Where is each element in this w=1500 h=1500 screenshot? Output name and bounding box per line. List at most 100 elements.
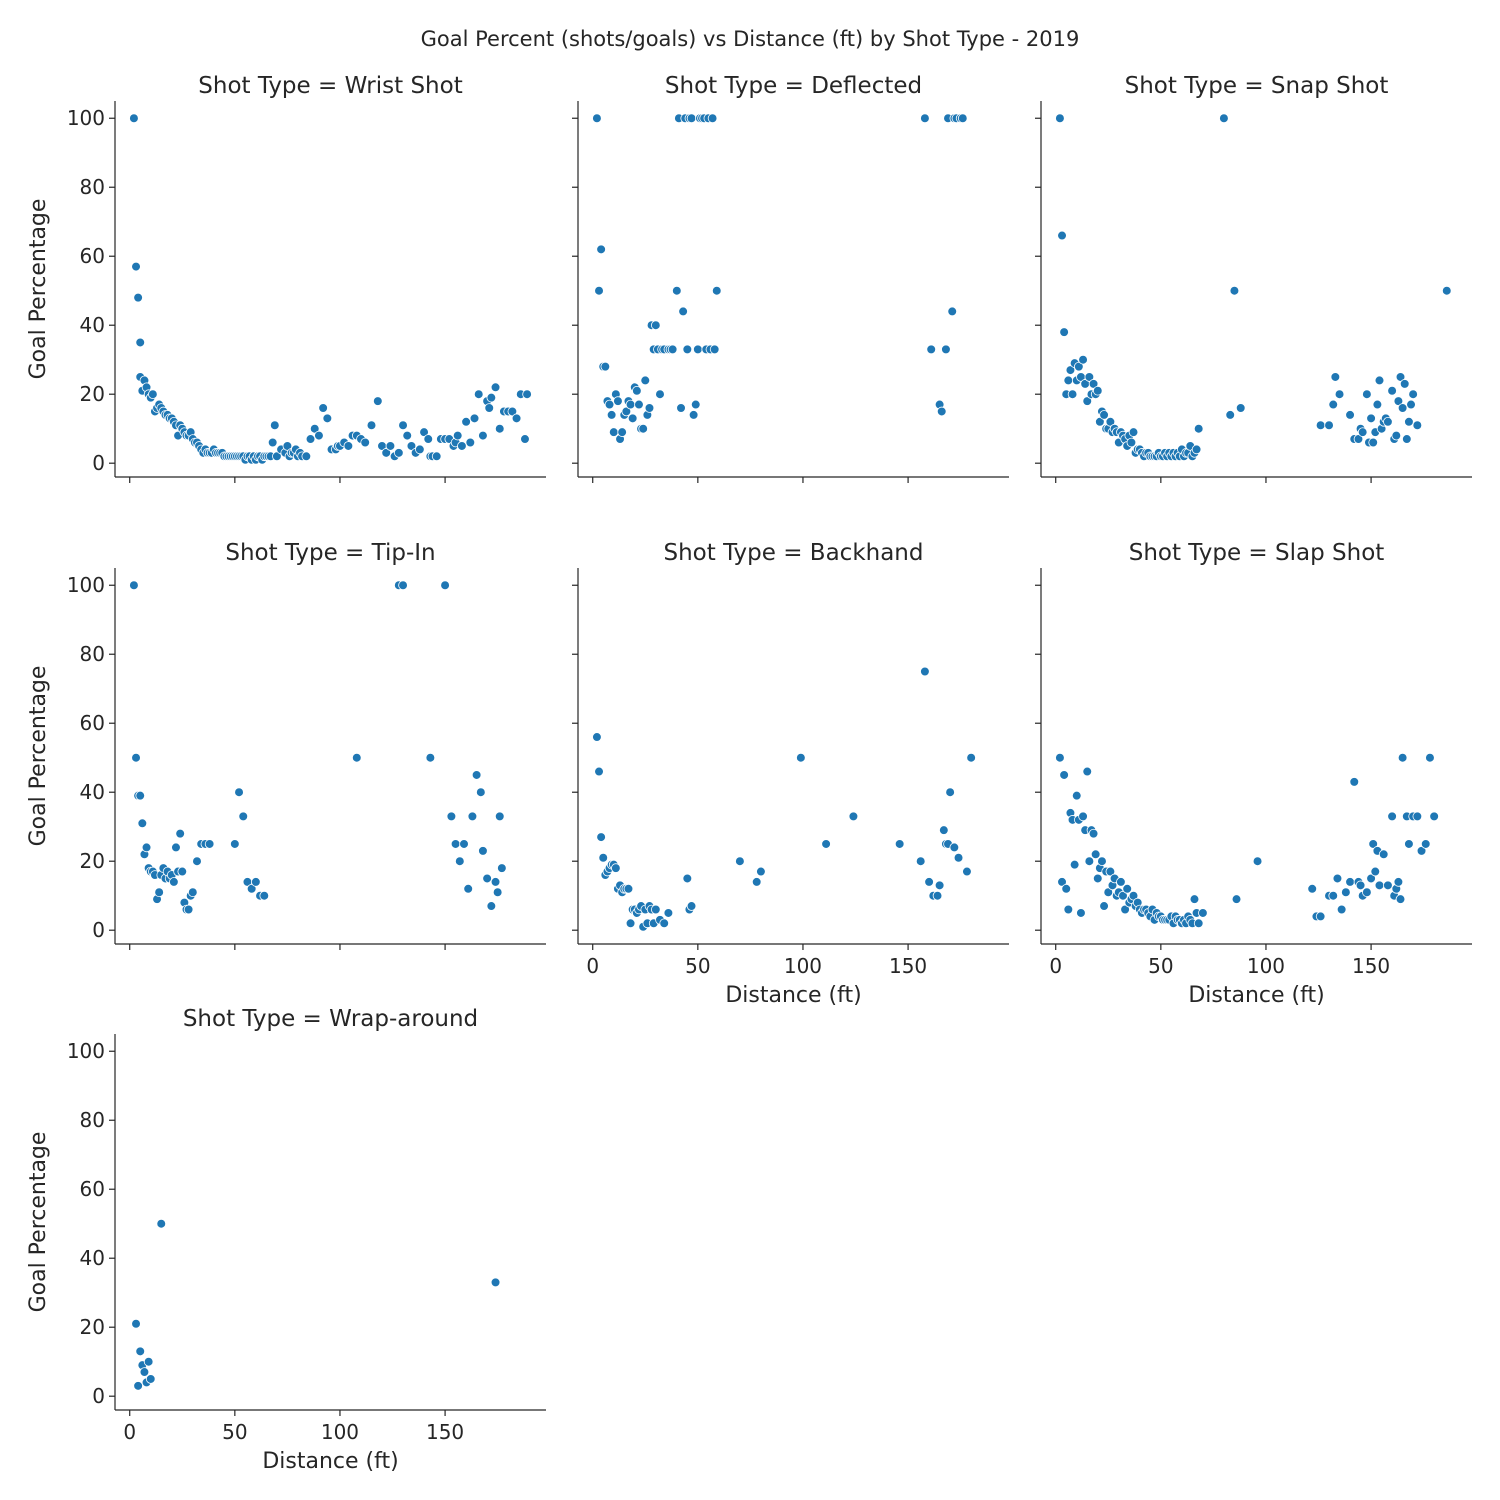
scatter-point	[1103, 887, 1114, 898]
scatter-point	[1231, 894, 1242, 904]
y-tick-label: 40	[80, 313, 105, 337]
scatter-point	[655, 389, 665, 400]
scatter-point	[1055, 752, 1065, 763]
scatter-point	[678, 306, 688, 317]
scatter-point	[1324, 420, 1334, 431]
scatter-point	[183, 904, 194, 915]
scatter-point	[598, 852, 609, 863]
scatter-point	[522, 389, 532, 400]
scatter-points	[129, 113, 532, 465]
scatter-point	[1078, 354, 1088, 365]
scatter-point	[1118, 890, 1128, 901]
scatter-point	[1362, 887, 1372, 898]
scatter-point	[1353, 434, 1364, 444]
scatter-point	[1393, 396, 1404, 406]
scatter-point	[471, 770, 482, 780]
scatter-point	[465, 437, 476, 448]
scatter-point	[1387, 811, 1397, 822]
scatter-point	[143, 1356, 154, 1367]
scatter-point	[446, 811, 457, 822]
scatter-point	[941, 344, 951, 355]
scatter-point	[1071, 790, 1082, 801]
scatter-point	[314, 430, 324, 441]
scatter-points	[131, 1218, 501, 1391]
panel-tip-in: Shot Type = Tip-In 0 20 40 60 80 100 Goal Perce…	[26, 540, 546, 950]
scatter-point	[1057, 230, 1067, 241]
scatter-point	[1441, 285, 1452, 296]
scatter-point	[623, 884, 634, 894]
scatter-point	[650, 904, 661, 915]
scatter-point	[305, 434, 316, 444]
scatter-point	[156, 1218, 167, 1229]
scatter-point	[1084, 372, 1095, 382]
scatter-point	[415, 444, 425, 455]
scatter-point	[1357, 427, 1368, 437]
scatter-point	[131, 752, 141, 763]
scatter-point	[939, 825, 949, 835]
scatter-point	[154, 887, 164, 898]
panel-title: Shot Type = Wrist Shot	[198, 73, 462, 99]
scatter-point	[1074, 361, 1084, 372]
x-tick-label: 50	[685, 954, 710, 978]
scatter-point	[1397, 403, 1408, 413]
scatter-point	[478, 846, 488, 856]
scatter-point	[131, 261, 141, 272]
scatter-point	[1122, 884, 1132, 894]
y-tick-label: 0	[92, 451, 105, 475]
scatter-point	[1416, 846, 1427, 856]
scatter-point	[385, 441, 396, 451]
scatter-point	[1090, 849, 1101, 860]
x-tick-label: 150	[889, 954, 927, 978]
scatter-point	[1059, 770, 1069, 780]
scatter-point	[682, 344, 693, 355]
scatter-point	[638, 423, 648, 434]
scatter-point	[1315, 420, 1326, 431]
scatter-point	[492, 887, 503, 898]
scatter-point	[425, 752, 436, 763]
scatter-point	[1397, 752, 1408, 763]
scatter-point	[394, 448, 404, 458]
scatter-point	[169, 877, 179, 887]
scatter-point	[953, 852, 964, 863]
scatter-points	[592, 113, 968, 444]
scatter-point	[1097, 856, 1107, 867]
scatter-point	[949, 842, 960, 853]
panel-deflected: Shot Type = Deflected	[572, 73, 1009, 483]
scatter-point	[187, 887, 198, 898]
scatter-point	[269, 420, 280, 431]
scatter-point	[632, 385, 642, 396]
y-tick-label: 0	[92, 918, 105, 942]
scatter-point	[606, 410, 617, 420]
scatter-point	[141, 842, 152, 853]
scatter-point	[351, 752, 362, 763]
scatter-point	[129, 580, 139, 591]
x-axis-label: Distance (ft)	[1188, 983, 1324, 1008]
scatter-point	[1404, 839, 1414, 849]
x-tick-label: 50	[1148, 954, 1173, 978]
y-axis-label: Goal Percentage	[26, 666, 51, 847]
scatter-points	[129, 580, 507, 915]
scatter-point	[1116, 877, 1126, 887]
scatter-point	[135, 1346, 146, 1357]
scatter-point	[486, 392, 497, 403]
x-tick-label: 100	[321, 1420, 359, 1444]
scatter-point	[947, 306, 958, 317]
scatter-point	[1191, 444, 1202, 455]
scatter-point	[473, 389, 484, 400]
y-tick-label: 100	[67, 573, 105, 597]
x-tick-label: 50	[222, 1420, 247, 1444]
scatter-point	[497, 863, 507, 873]
scatter-point	[133, 292, 143, 303]
y-axis-label: Goal Percentage	[26, 1132, 51, 1313]
scatter-point	[1235, 403, 1246, 413]
scatter-point	[650, 320, 661, 331]
scatter-point	[1063, 375, 1074, 386]
scatter-point	[484, 403, 495, 413]
scatter-point	[467, 811, 478, 822]
scatter-point	[478, 430, 488, 441]
scatter-point	[676, 403, 686, 413]
scatter-point	[848, 811, 859, 822]
scatter-point	[915, 856, 926, 867]
scatter-point	[621, 406, 632, 417]
